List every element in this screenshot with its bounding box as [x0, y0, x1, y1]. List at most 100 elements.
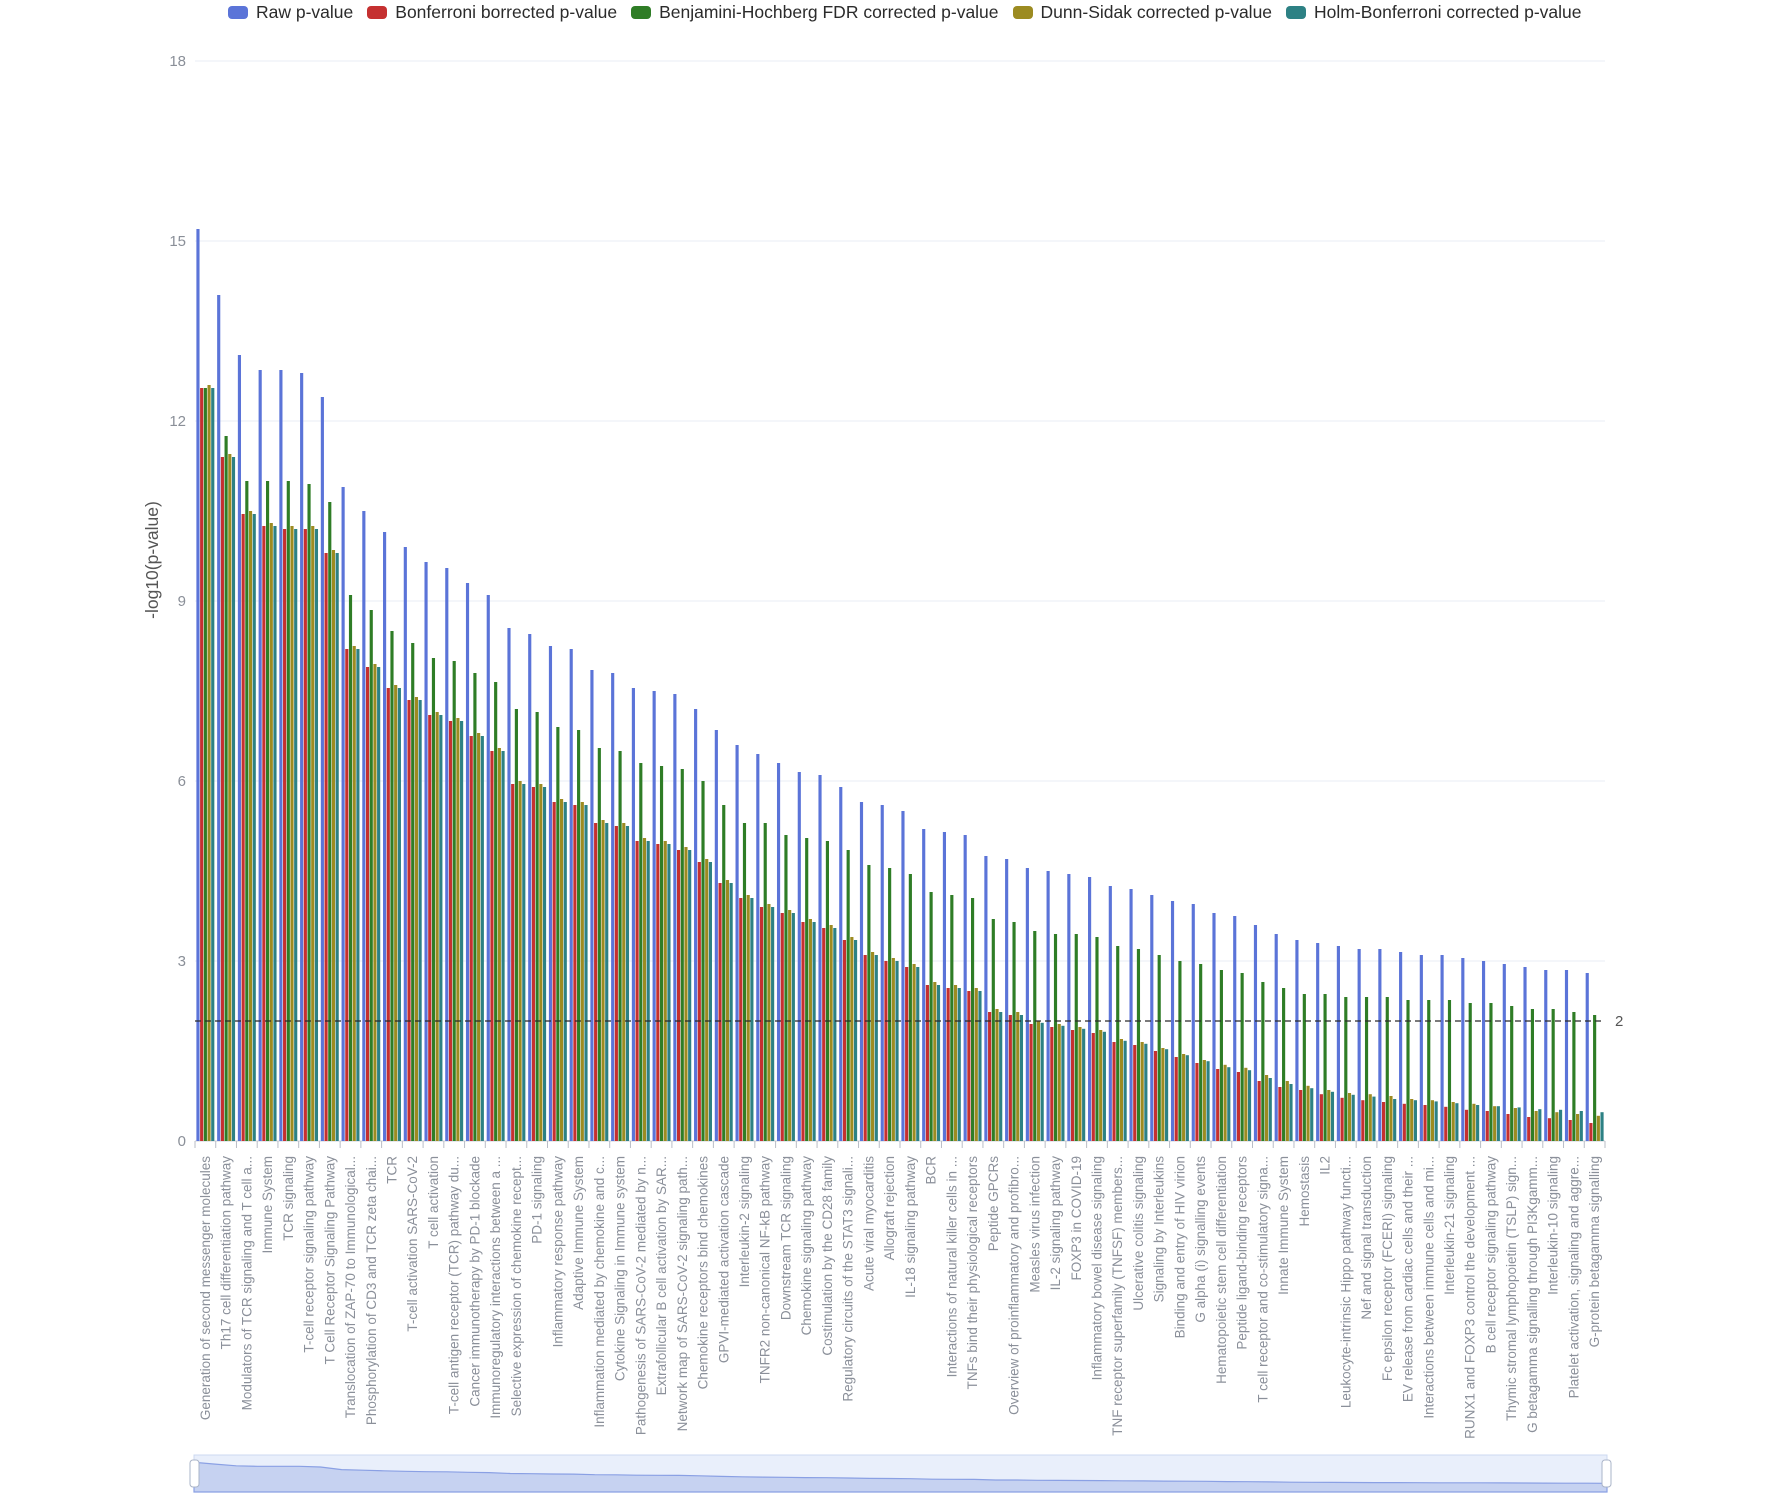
- bar[interactable]: [1206, 1061, 1210, 1141]
- bar[interactable]: [590, 670, 594, 1141]
- legend-item-bonferroni[interactable]: Bonferroni borrected p-value: [367, 2, 617, 23]
- legend-item-holm[interactable]: Holm-Bonferroni corrected p-value: [1286, 2, 1582, 23]
- legend-item-dunn-sidak[interactable]: Dunn-Sidak corrected p-value: [1012, 2, 1272, 23]
- bar[interactable]: [1513, 1108, 1517, 1141]
- bar[interactable]: [365, 667, 370, 1141]
- bar[interactable]: [984, 856, 988, 1141]
- bar[interactable]: [1423, 1105, 1427, 1141]
- bar[interactable]: [497, 748, 501, 1141]
- bar[interactable]: [1393, 1099, 1397, 1141]
- bar[interactable]: [642, 838, 647, 1141]
- bar[interactable]: [290, 526, 294, 1141]
- bar[interactable]: [224, 436, 228, 1141]
- bar[interactable]: [452, 661, 456, 1141]
- bar[interactable]: [1233, 916, 1237, 1141]
- bar[interactable]: [1357, 949, 1361, 1141]
- bar[interactable]: [805, 838, 809, 1141]
- bar[interactable]: [542, 787, 547, 1141]
- bar[interactable]: [1344, 997, 1348, 1141]
- bar[interactable]: [435, 712, 439, 1141]
- bar[interactable]: [635, 841, 639, 1141]
- bar[interactable]: [718, 883, 722, 1141]
- bar[interactable]: [424, 562, 428, 1141]
- bar[interactable]: [771, 907, 775, 1141]
- bar[interactable]: [1489, 1003, 1493, 1141]
- bar[interactable]: [1340, 1097, 1344, 1141]
- bar[interactable]: [1468, 1003, 1472, 1141]
- bar[interactable]: [1133, 1045, 1137, 1141]
- bar[interactable]: [1227, 1067, 1231, 1141]
- bar[interactable]: [1306, 1085, 1310, 1141]
- bar[interactable]: [1455, 1103, 1459, 1141]
- bar[interactable]: [196, 229, 200, 1141]
- bar[interactable]: [1440, 955, 1444, 1141]
- bar[interactable]: [971, 898, 975, 1141]
- bar[interactable]: [377, 667, 381, 1141]
- bar[interactable]: [252, 514, 256, 1141]
- bar[interactable]: [418, 700, 422, 1141]
- bar[interactable]: [352, 646, 356, 1141]
- bar[interactable]: [1564, 970, 1569, 1141]
- bar[interactable]: [1327, 1090, 1331, 1141]
- bar[interactable]: [1579, 1111, 1583, 1141]
- bar[interactable]: [1153, 1051, 1158, 1141]
- bar[interactable]: [1129, 889, 1133, 1141]
- bar[interactable]: [331, 550, 336, 1141]
- bar[interactable]: [228, 454, 232, 1141]
- bar[interactable]: [1302, 994, 1306, 1141]
- bar[interactable]: [1236, 1072, 1241, 1141]
- bar[interactable]: [631, 688, 635, 1141]
- bar[interactable]: [1244, 1067, 1248, 1141]
- bar[interactable]: [1323, 994, 1327, 1141]
- bar[interactable]: [1330, 1091, 1335, 1141]
- bar[interactable]: [705, 859, 709, 1141]
- bar[interactable]: [680, 769, 684, 1141]
- bar[interactable]: [1161, 1048, 1165, 1141]
- bar[interactable]: [622, 823, 626, 1141]
- bar[interactable]: [929, 892, 933, 1141]
- bar[interactable]: [1316, 943, 1320, 1141]
- bar[interactable]: [888, 868, 892, 1141]
- bar[interactable]: [1178, 961, 1182, 1141]
- bar[interactable]: [494, 682, 498, 1141]
- bar[interactable]: [220, 457, 224, 1141]
- bar[interactable]: [1336, 946, 1340, 1141]
- bar[interactable]: [1555, 1112, 1559, 1141]
- bar[interactable]: [1257, 1081, 1261, 1141]
- bar[interactable]: [1399, 952, 1403, 1141]
- bar[interactable]: [528, 634, 532, 1141]
- bar[interactable]: [237, 355, 242, 1141]
- bar[interactable]: [531, 787, 536, 1141]
- bar[interactable]: [780, 913, 784, 1141]
- bar[interactable]: [667, 844, 671, 1141]
- bar[interactable]: [518, 781, 522, 1141]
- bar[interactable]: [266, 481, 270, 1141]
- bar[interactable]: [1585, 973, 1589, 1141]
- bar[interactable]: [248, 511, 253, 1141]
- bar[interactable]: [759, 907, 764, 1141]
- bar[interactable]: [673, 694, 677, 1141]
- bar[interactable]: [1406, 1000, 1410, 1141]
- bar[interactable]: [659, 766, 664, 1141]
- bar[interactable]: [1502, 964, 1506, 1141]
- bar[interactable]: [580, 802, 584, 1141]
- bar[interactable]: [950, 895, 954, 1141]
- bar[interactable]: [341, 487, 345, 1141]
- bar[interactable]: [262, 526, 266, 1141]
- bar[interactable]: [1074, 934, 1078, 1141]
- bar[interactable]: [729, 883, 733, 1141]
- bar[interactable]: [756, 754, 760, 1141]
- bar[interactable]: [1061, 1025, 1065, 1141]
- bar[interactable]: [842, 940, 847, 1141]
- bar[interactable]: [871, 952, 875, 1141]
- bar[interactable]: [1547, 1118, 1552, 1141]
- bar[interactable]: [477, 733, 481, 1141]
- bar[interactable]: [1572, 1012, 1576, 1141]
- bar[interactable]: [1102, 1031, 1106, 1141]
- bar[interactable]: [507, 628, 511, 1141]
- bar[interactable]: [348, 595, 353, 1141]
- bar[interactable]: [314, 529, 319, 1141]
- bar[interactable]: [307, 484, 311, 1141]
- bar[interactable]: [1053, 934, 1058, 1141]
- bar[interactable]: [286, 481, 290, 1141]
